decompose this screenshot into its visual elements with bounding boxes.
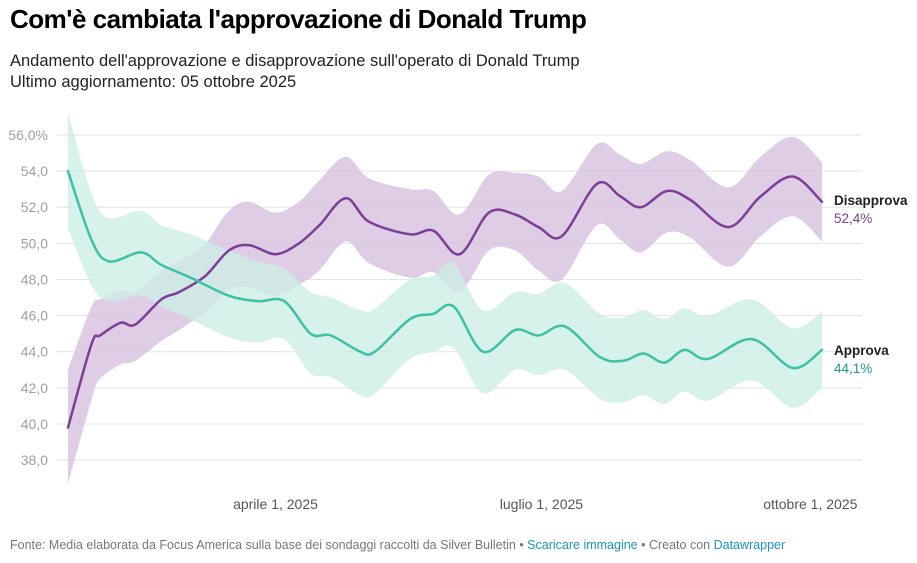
y-tick-label: 56,0% — [8, 127, 48, 143]
x-tick-label: ottobre 1, 2025 — [763, 496, 857, 512]
line-approva — [66, 169, 824, 370]
series-label-approva: Approva — [834, 343, 889, 358]
y-tick-label: 50,0 — [21, 235, 48, 251]
chart-footer: Fonte: Media elaborata da Focus America … — [10, 538, 785, 552]
y-tick-label: 46,0 — [21, 308, 48, 324]
band-disapprova — [68, 136, 822, 484]
series-label-disapprova: Disapprova — [834, 193, 908, 208]
y-tick-label: 52,0 — [21, 199, 48, 215]
y-tick-label: 54,0 — [21, 163, 48, 179]
y-tick-label: 42,0 — [21, 380, 48, 396]
x-tick-label: luglio 1, 2025 — [500, 496, 584, 512]
created-with-label: Creato con — [648, 538, 714, 552]
band-approva — [68, 113, 822, 408]
confidence-bands — [68, 113, 822, 484]
subtitle-last-update: Ultimo aggiornamento: 05 ottobre 2025 — [10, 73, 297, 91]
separator: • — [637, 538, 649, 552]
line-chart: 38,0 40,0 42,0 44,0 46,0 48,0 50,0 52,0 54,0 56,0… — [8, 113, 908, 512]
y-tick-label: 44,0 — [21, 344, 48, 360]
series-value-approva: 44,1% — [834, 361, 872, 376]
separator: • — [515, 538, 528, 552]
x-tick-label: aprile 1, 2025 — [233, 496, 318, 512]
y-tick-label: 38,0 — [21, 452, 48, 468]
chart-title: Com'è cambiata l'approvazione di Donald … — [10, 4, 587, 34]
y-axis-ticks: 38,0 40,0 42,0 44,0 46,0 48,0 50,0 52,0 54,0 56,0… — [8, 127, 48, 468]
x-axis-ticks: aprile 1, 2025 luglio 1, 2025 ottobre 1, 2… — [233, 496, 858, 512]
chart-subtitle: Andamento dell'approvazione e disapprova… — [10, 51, 580, 93]
datawrapper-link[interactable]: Datawrapper — [713, 538, 786, 552]
y-tick-label: 40,0 — [21, 416, 48, 432]
source-note: Fonte: Media elaborata da Focus America … — [10, 538, 516, 552]
series-labels: Disapprova 52,4% Approva 44,1% — [834, 193, 908, 376]
line-disapprova — [66, 175, 824, 429]
download-image-link[interactable]: Scaricare immagine — [527, 538, 638, 552]
series-lines — [66, 169, 824, 429]
y-tick-label: 48,0 — [21, 271, 48, 287]
series-value-disapprova: 52,4% — [834, 211, 872, 226]
subtitle-description: Andamento dell'approvazione e disapprova… — [10, 52, 580, 70]
